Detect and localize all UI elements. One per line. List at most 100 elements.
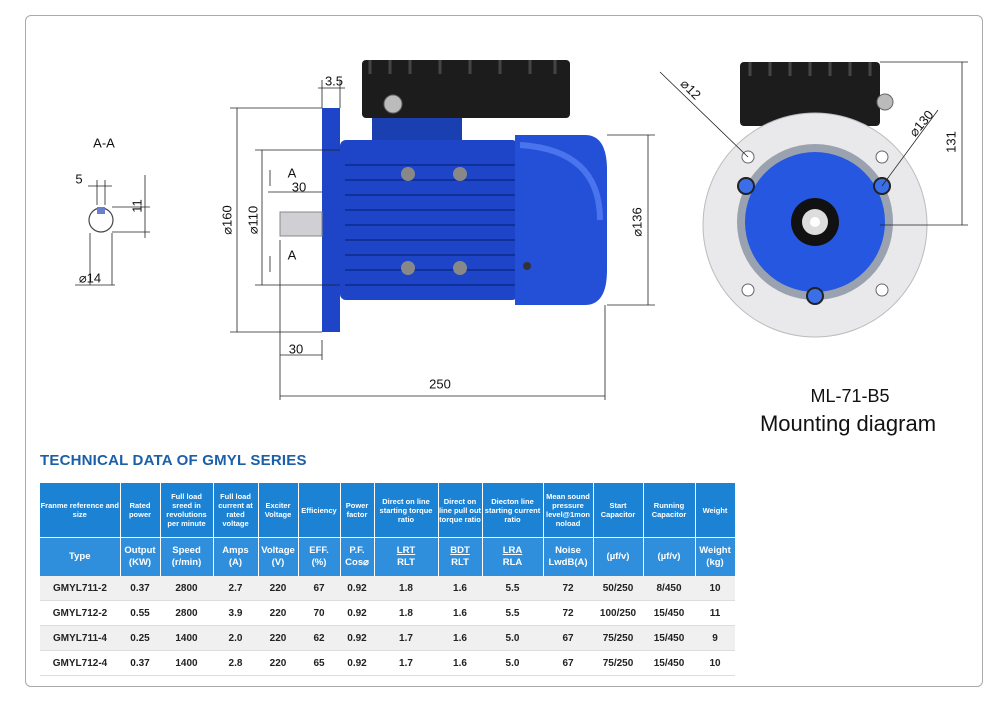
drawing-shape bbox=[876, 93, 894, 111]
drawing-shape bbox=[740, 62, 880, 126]
data-cell: 0.37 bbox=[120, 650, 160, 676]
subheader-line: Amps bbox=[222, 545, 249, 556]
header-cell: Direct on line pull out torque ratio bbox=[438, 483, 483, 538]
section-label: A-A bbox=[93, 135, 115, 150]
data-cell: 220 bbox=[258, 650, 298, 676]
subheader-cell: LRT RLT bbox=[374, 537, 439, 576]
data-cell: 1.6 bbox=[438, 600, 482, 626]
data-cell: 67 bbox=[298, 576, 340, 601]
data-cell: 50/250 bbox=[593, 576, 643, 601]
dim-label: 131 bbox=[943, 131, 958, 153]
subheader-cell: P.F. Cos⌀ bbox=[340, 537, 375, 576]
header-row: Franme reference and size Rated power Full… bbox=[40, 483, 736, 538]
subheader-line: (µf/v) bbox=[657, 551, 681, 562]
subheader-line: (V) bbox=[271, 557, 285, 568]
data-cell: 3.9 bbox=[213, 600, 258, 626]
data-cell: 11 bbox=[695, 600, 735, 626]
data-cell: 70 bbox=[298, 600, 340, 626]
drawing-shape bbox=[737, 177, 891, 305]
drawing-shape bbox=[368, 60, 557, 74]
drawing-shape bbox=[75, 175, 150, 286]
data-cell: 75/250 bbox=[593, 650, 643, 676]
dim-label: 30 bbox=[289, 341, 303, 356]
data-cell: 1400 bbox=[160, 625, 213, 651]
data-cell: 1400 bbox=[160, 650, 213, 676]
dim-label: ⌀12 bbox=[678, 76, 704, 102]
drawing-shape bbox=[322, 108, 340, 332]
header-cell: Full load sreed in revolutions per minut… bbox=[160, 483, 214, 538]
data-cell: 2.8 bbox=[213, 650, 258, 676]
data-cell: GMYL711-2 bbox=[40, 576, 120, 601]
drawing-shape bbox=[875, 283, 889, 297]
data-cell: 9 bbox=[695, 625, 735, 651]
data-cell: 1.6 bbox=[438, 650, 482, 676]
dim-label: 3.5 bbox=[325, 73, 343, 88]
data-row: GMYL712-2 0.55 2800 3.9 220 70 0.92 1.8 1.6 5.5 72… bbox=[40, 600, 735, 626]
data-cell: 10 bbox=[695, 576, 735, 601]
dim-label: ⌀136 bbox=[629, 207, 644, 237]
section-mark: A bbox=[288, 247, 297, 262]
header-cell: Diecton line starting current ratio bbox=[482, 483, 544, 538]
data-cell: 0.55 bbox=[120, 600, 160, 626]
subheader-line: Speed bbox=[172, 545, 201, 556]
drawing-shape bbox=[453, 167, 467, 181]
drawing-shape bbox=[230, 80, 655, 400]
data-cell: 2800 bbox=[160, 600, 213, 626]
header-cell: Start Capacitor bbox=[593, 483, 644, 538]
data-cell: 1.7 bbox=[374, 625, 438, 651]
subheader-line: RLT bbox=[397, 557, 415, 568]
mounting-drawing: A-A 5 11 ⌀14 3.5 A 30 A ⌀160 ⌀110 ⌀136 3… bbox=[75, 60, 968, 436]
subheader-row: Type Output (KW) Speed (r/min) Amps (A) Voltage… bbox=[40, 537, 736, 576]
data-cell: 15/450 bbox=[643, 650, 695, 676]
data-cell: 1.6 bbox=[438, 576, 482, 601]
data-cell: 5.0 bbox=[482, 650, 543, 676]
data-cell: 5.5 bbox=[482, 600, 543, 626]
header-cell: Running Capacitor bbox=[643, 483, 696, 538]
header-cell: Mean sound pressure level@1mon noload bbox=[543, 483, 594, 538]
subheader-cell: EFF. (%) bbox=[298, 537, 341, 576]
data-cell: 2800 bbox=[160, 576, 213, 601]
data-cell: 0.25 bbox=[120, 625, 160, 651]
subheader-line: LwdB(A) bbox=[548, 557, 588, 568]
drawing-shape bbox=[806, 287, 824, 305]
drawing-shape bbox=[741, 283, 755, 297]
subheader-line: P.F. bbox=[349, 545, 365, 556]
drawing-shape bbox=[279, 211, 323, 237]
data-cell: 8/450 bbox=[643, 576, 695, 601]
data-cell: 15/450 bbox=[643, 625, 695, 651]
data-cell: 75/250 bbox=[593, 625, 643, 651]
subheader-cell: Amps (A) bbox=[213, 537, 259, 576]
data-cell: GMYL712-4 bbox=[40, 650, 120, 676]
data-cell: 220 bbox=[258, 576, 298, 601]
data-cell: 10 bbox=[695, 650, 735, 676]
data-cell: 2.7 bbox=[213, 576, 258, 601]
dim-label: 30 bbox=[292, 179, 306, 194]
subheader-line: (µf/v) bbox=[606, 551, 630, 562]
data-cell: 65 bbox=[298, 650, 340, 676]
header-cell: Weight bbox=[695, 483, 736, 538]
drawing-shape bbox=[875, 150, 889, 164]
subheader-line: RLA bbox=[502, 557, 523, 568]
data-cell: 1.7 bbox=[374, 650, 438, 676]
data-cell: 220 bbox=[258, 625, 298, 651]
data-cell: 15/450 bbox=[643, 600, 695, 626]
subheader-line: (A) bbox=[228, 557, 243, 568]
data-cell: 5.5 bbox=[482, 576, 543, 601]
data-cell: 5.0 bbox=[482, 625, 543, 651]
subheader-line: Type bbox=[69, 551, 91, 562]
data-cell: 0.92 bbox=[340, 576, 374, 601]
drawing-shape bbox=[362, 60, 570, 118]
data-cell: 1.8 bbox=[374, 576, 438, 601]
data-cell: 72 bbox=[543, 600, 593, 626]
data-cell: 62 bbox=[298, 625, 340, 651]
drawing-shape bbox=[748, 62, 872, 76]
data-cell: 67 bbox=[543, 650, 593, 676]
data-cell: 0.92 bbox=[340, 600, 374, 626]
subheader-line: Noise bbox=[555, 545, 581, 556]
subheader-cell: Type bbox=[40, 537, 121, 576]
data-cell: 0.92 bbox=[340, 625, 374, 651]
drawing-shape bbox=[523, 262, 531, 270]
data-row: GMYL711-4 0.25 1400 2.0 220 62 0.92 1.7 1.6 5.0 67… bbox=[40, 625, 735, 651]
drawing-shape bbox=[383, 94, 403, 114]
